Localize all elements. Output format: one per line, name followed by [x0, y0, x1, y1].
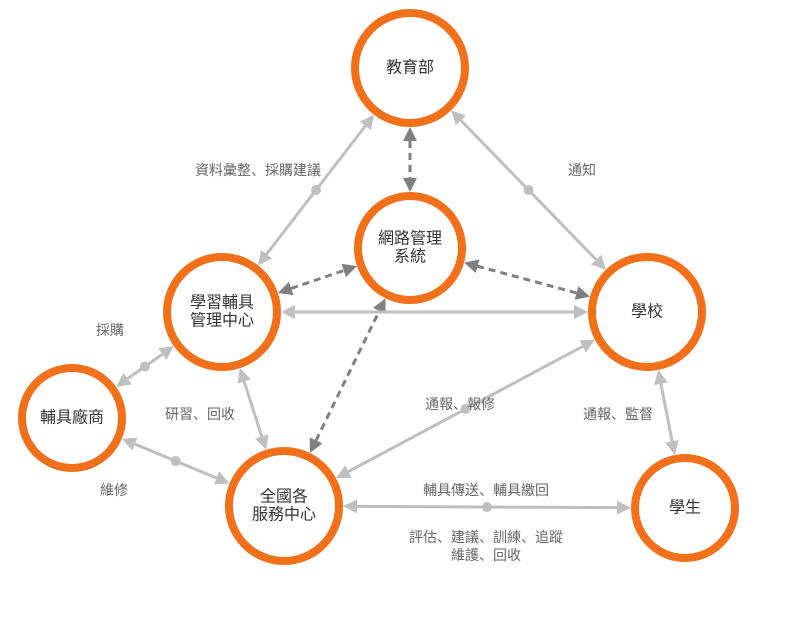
node-label: 學習輔具 [190, 294, 254, 312]
edge-label: 維護、回收 [451, 547, 521, 563]
edge [291, 271, 344, 289]
edge [244, 382, 262, 437]
edge-label: 資料彙整、採購建議 [195, 162, 321, 178]
node-moe: 教育部 [355, 13, 465, 123]
node-label: 服務中心 [252, 506, 316, 524]
edge [478, 266, 577, 293]
arrowhead-icon [158, 346, 173, 360]
arrowhead-icon [464, 259, 479, 273]
node-label: 學生 [669, 499, 701, 517]
edge-label: 採購 [96, 322, 124, 338]
arrowhead-icon [403, 127, 417, 141]
arrowhead-icon [575, 286, 590, 300]
edge-label: 通報、監督 [583, 406, 653, 422]
arrowhead-icon [574, 305, 588, 319]
arrowhead-icon [255, 434, 268, 449]
node-label: 系統 [394, 248, 426, 266]
arrowhead-icon [116, 373, 131, 387]
edge [316, 311, 379, 441]
node-label: 網路管理 [378, 230, 442, 248]
edge-label: 維修 [100, 482, 128, 498]
edge-midpoint-dot [171, 456, 181, 466]
arrowhead-icon [360, 115, 374, 130]
arrowhead-icon [343, 499, 357, 513]
edge-label: 評估、建議、訓練、追蹤 [409, 529, 563, 545]
arrowhead-icon [341, 264, 357, 277]
edge-midpoint-dot [482, 502, 492, 512]
nodes-layer: 教育部網路管理系統學習輔具管理中心輔具廠商全國各服務中心學校學生 [22, 13, 735, 561]
edge-midpoint-dot [311, 185, 321, 195]
node-school: 學校 [592, 257, 702, 367]
node-label: 全國各 [260, 488, 308, 506]
edge-label: 通知 [568, 162, 596, 178]
edge-label: 輔具傳送、輔具繳回 [423, 482, 549, 498]
node-vendor: 輔具廠商 [22, 368, 122, 468]
arrowhead-icon [258, 250, 272, 265]
edge-midpoint-dot [524, 185, 534, 195]
arrowhead-icon [654, 370, 668, 385]
edge-midpoint-dot [140, 361, 150, 371]
node-netmgmt: 網路管理系統 [358, 196, 462, 300]
node-student: 學生 [635, 458, 735, 558]
arrowhead-icon [665, 440, 679, 455]
node-svc: 全國各服務中心 [229, 451, 339, 561]
node-lac: 學習輔具管理中心 [167, 257, 277, 367]
arrowhead-icon [403, 178, 417, 192]
node-label: 學校 [631, 303, 663, 321]
edge-label: 研習、回收 [165, 406, 235, 422]
edge [661, 384, 672, 442]
node-label: 教育部 [386, 59, 434, 77]
arrowhead-icon [238, 368, 251, 383]
network-diagram: 教育部網路管理系統學習輔具管理中心輔具廠商全國各服務中心學校學生資料彙整、採購建… [0, 0, 788, 626]
edge-label: 通報、報修 [425, 396, 495, 412]
arrowhead-icon [278, 282, 294, 295]
arrowhead-icon [617, 501, 631, 515]
node-label: 輔具廠商 [40, 408, 104, 427]
arrowhead-icon [281, 305, 295, 319]
node-label: 管理中心 [190, 312, 254, 330]
